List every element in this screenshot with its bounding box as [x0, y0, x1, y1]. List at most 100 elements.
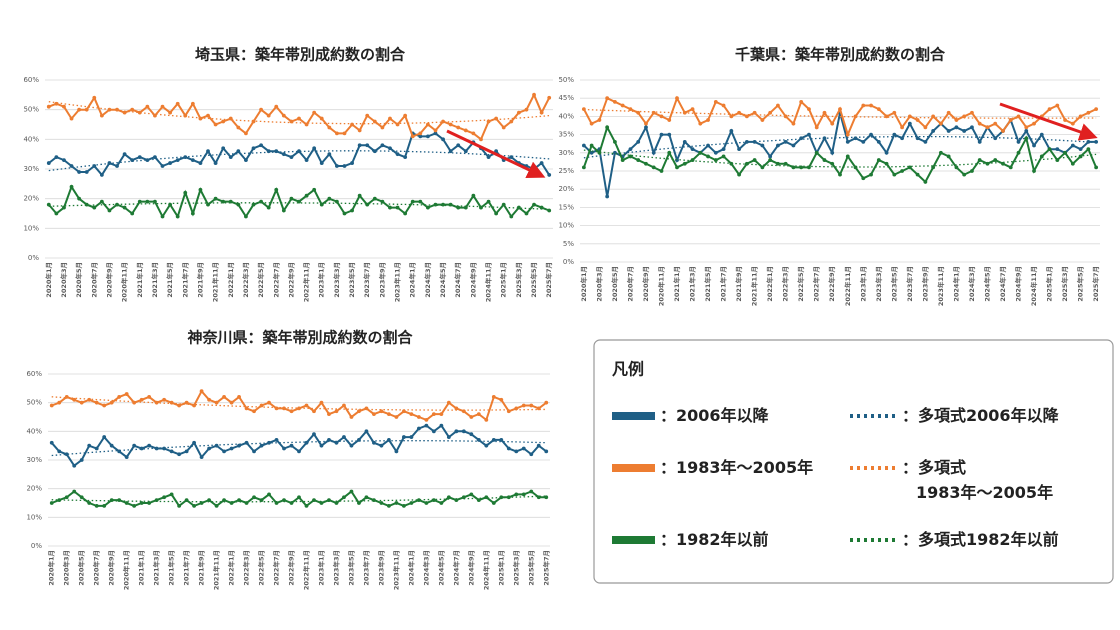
- x-tick-label: 2021年3月: [150, 262, 159, 298]
- data-point: [791, 165, 796, 170]
- data-point: [822, 110, 827, 115]
- data-point: [814, 150, 819, 155]
- data-point: [54, 155, 59, 160]
- x-tick-label: 2023年5月: [347, 262, 356, 298]
- x-tick-label: 2025年7月: [1091, 266, 1100, 302]
- data-point: [122, 152, 127, 157]
- data-point: [1070, 161, 1075, 166]
- data-point: [524, 211, 529, 216]
- data-point: [597, 118, 602, 122]
- data-point: [124, 501, 129, 505]
- x-tick-label: 2021年5月: [167, 550, 176, 586]
- x-tick-label: 2021年11月: [750, 266, 759, 306]
- data-point: [184, 498, 189, 503]
- data-point: [760, 143, 765, 148]
- x-tick-label: 2025年3月: [514, 262, 523, 298]
- data-point: [228, 199, 233, 204]
- data-point: [1063, 150, 1067, 155]
- data-point: [357, 128, 362, 133]
- data-point: [244, 214, 248, 219]
- data-point: [456, 143, 461, 148]
- data-point: [448, 149, 453, 154]
- data-point: [327, 125, 332, 130]
- data-point: [433, 131, 438, 136]
- data-point: [783, 114, 788, 119]
- data-point: [267, 440, 271, 445]
- data-point: [222, 449, 226, 454]
- x-tick-label: 2022年3月: [242, 550, 251, 586]
- data-point: [768, 154, 773, 159]
- data-point: [169, 400, 174, 405]
- data-point: [327, 196, 332, 201]
- data-point: [954, 125, 959, 130]
- data-point: [266, 205, 271, 210]
- data-point: [506, 446, 511, 451]
- data-point: [395, 152, 400, 157]
- data-point: [869, 172, 873, 177]
- x-tick-label: 2022年7月: [272, 550, 281, 586]
- data-point: [589, 143, 594, 148]
- data-point: [69, 116, 74, 121]
- trend-line: [583, 135, 1097, 159]
- data-point: [876, 107, 881, 112]
- data-point: [289, 155, 294, 160]
- data-point: [69, 184, 74, 189]
- data-point: [236, 125, 241, 130]
- data-point: [962, 114, 967, 119]
- annotation-arrow: [446, 129, 546, 179]
- data-point: [319, 202, 324, 207]
- data-point: [102, 403, 107, 408]
- data-point: [628, 147, 633, 152]
- data-point: [425, 134, 430, 139]
- data-point: [409, 501, 414, 505]
- data-point: [132, 400, 137, 405]
- data-point: [491, 395, 496, 399]
- data-point: [57, 400, 62, 405]
- data-point: [830, 150, 835, 155]
- data-point: [923, 125, 928, 130]
- data-point: [768, 110, 773, 115]
- data-point: [884, 161, 889, 166]
- data-point: [529, 452, 534, 457]
- data-point: [46, 161, 51, 165]
- x-tick-label: 2024年1月: [951, 266, 960, 302]
- x-tick-label: 2021年3月: [688, 266, 697, 302]
- data-point: [244, 158, 248, 163]
- data-point: [168, 202, 173, 207]
- data-point: [900, 125, 904, 130]
- data-point: [153, 199, 157, 204]
- x-tick-label: 2020年11月: [656, 266, 665, 306]
- data-point: [319, 116, 324, 121]
- data-point: [737, 110, 742, 115]
- y-tick-label: 20%: [23, 195, 39, 203]
- data-point: [350, 208, 354, 213]
- data-point: [229, 446, 234, 451]
- data-point: [636, 110, 641, 115]
- data-point: [281, 113, 286, 118]
- data-point: [297, 495, 301, 500]
- data-point: [853, 114, 858, 119]
- data-point: [713, 99, 718, 104]
- data-point: [1078, 114, 1083, 119]
- data-point: [454, 406, 459, 411]
- data-point: [799, 165, 804, 170]
- x-tick-label: 2020年1月: [47, 550, 56, 586]
- x-tick-label: 2020年5月: [74, 262, 83, 298]
- data-point: [364, 495, 369, 500]
- data-point: [539, 161, 544, 165]
- x-tick-label: 2020年5月: [610, 266, 619, 302]
- data-point: [463, 149, 468, 154]
- x-tick-label: 2024年9月: [468, 262, 477, 298]
- x-tick-label: 2022年7月: [812, 266, 821, 302]
- data-point: [259, 498, 264, 503]
- data-point: [379, 501, 384, 505]
- data-point: [160, 164, 165, 168]
- x-tick-label: 2025年7月: [541, 550, 550, 586]
- data-point: [463, 205, 468, 210]
- data-point: [69, 164, 74, 168]
- data-point: [907, 165, 912, 170]
- data-point: [139, 446, 144, 451]
- y-tick-label: 50%: [558, 76, 574, 84]
- data-point: [448, 202, 453, 207]
- data-point: [267, 492, 271, 497]
